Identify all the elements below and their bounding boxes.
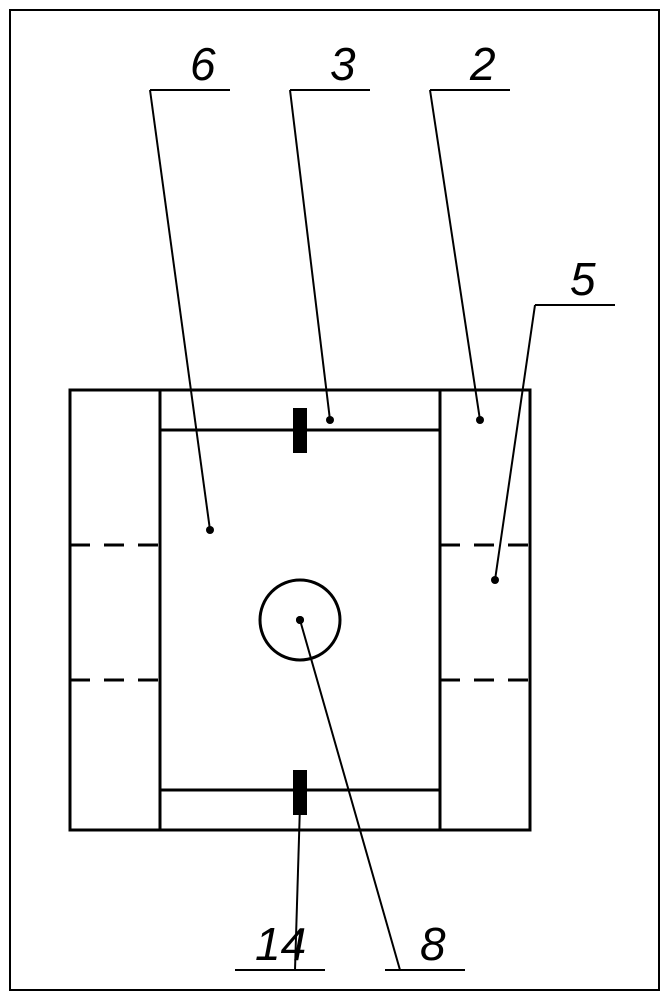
label-8-text: 8 bbox=[420, 918, 446, 970]
label-3-dot bbox=[326, 416, 334, 424]
label-5-text: 5 bbox=[570, 253, 596, 305]
label-2-dot bbox=[476, 416, 484, 424]
label-14-text: 14 bbox=[255, 918, 306, 970]
diagram-canvas: 6 3 2 5 14 8 bbox=[0, 0, 669, 1000]
label-3-text: 3 bbox=[330, 38, 356, 90]
label-5-dot bbox=[491, 576, 499, 584]
label-6-dot bbox=[206, 526, 214, 534]
tab-top bbox=[293, 408, 307, 453]
label-8-dot bbox=[296, 616, 304, 624]
label-6-text: 6 bbox=[190, 38, 216, 90]
label-2-text: 2 bbox=[469, 38, 496, 90]
